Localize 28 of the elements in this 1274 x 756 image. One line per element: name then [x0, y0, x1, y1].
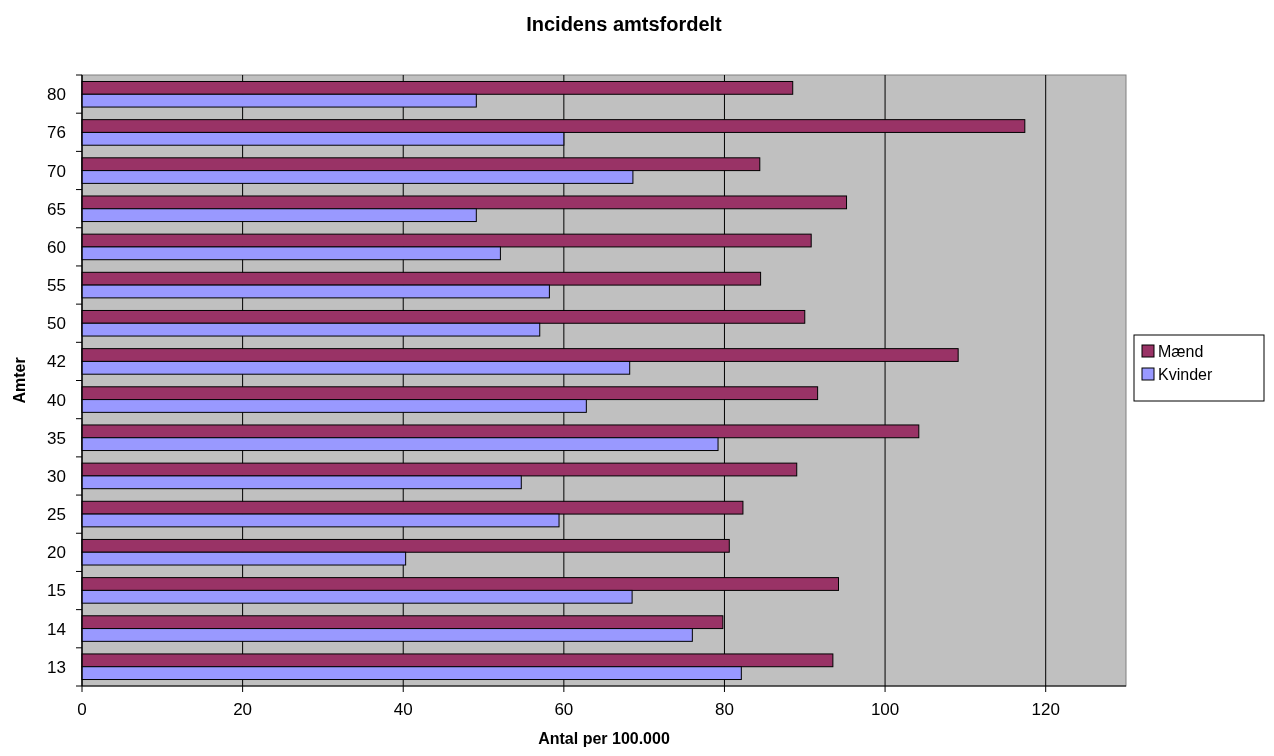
y-tick-label: 42 — [47, 352, 66, 372]
x-tick-label: 40 — [393, 700, 413, 719]
x-tick-label: 100 — [870, 700, 900, 719]
y-tick-label: 65 — [47, 199, 66, 219]
y-tick-label: 25 — [47, 505, 66, 525]
x-tick-label: 0 — [77, 700, 87, 719]
x-tick-label: 120 — [1031, 700, 1060, 719]
legend-label: Mænd — [1158, 343, 1204, 360]
y-tick-label: 30 — [47, 466, 66, 486]
y-tick-label: 55 — [47, 276, 66, 296]
y-tick-label: 50 — [47, 314, 66, 334]
x-tick-label: 60 — [554, 700, 574, 719]
y-tick-label: 35 — [47, 428, 66, 448]
y-tick-label: 60 — [47, 237, 66, 257]
y-tick-label: 80 — [47, 85, 66, 105]
y-tick-label: 40 — [47, 390, 66, 410]
x-tick-label: 20 — [233, 700, 253, 719]
legend-label: Kvinder — [1158, 366, 1213, 383]
x-tick-label: 80 — [715, 700, 734, 719]
y-tick-label: 15 — [47, 581, 66, 601]
y-tick-label: 13 — [47, 657, 66, 677]
x-axis-title: Antal per 100.000 — [538, 730, 670, 747]
y-tick-label: 70 — [47, 161, 66, 181]
y-tick-label: 20 — [47, 543, 66, 563]
y-axis-title: Amter — [11, 357, 28, 404]
y-tick-label: 14 — [47, 619, 66, 639]
chart-title: Incidens amtsfordelt — [526, 13, 723, 35]
y-tick-label: 76 — [47, 123, 66, 143]
